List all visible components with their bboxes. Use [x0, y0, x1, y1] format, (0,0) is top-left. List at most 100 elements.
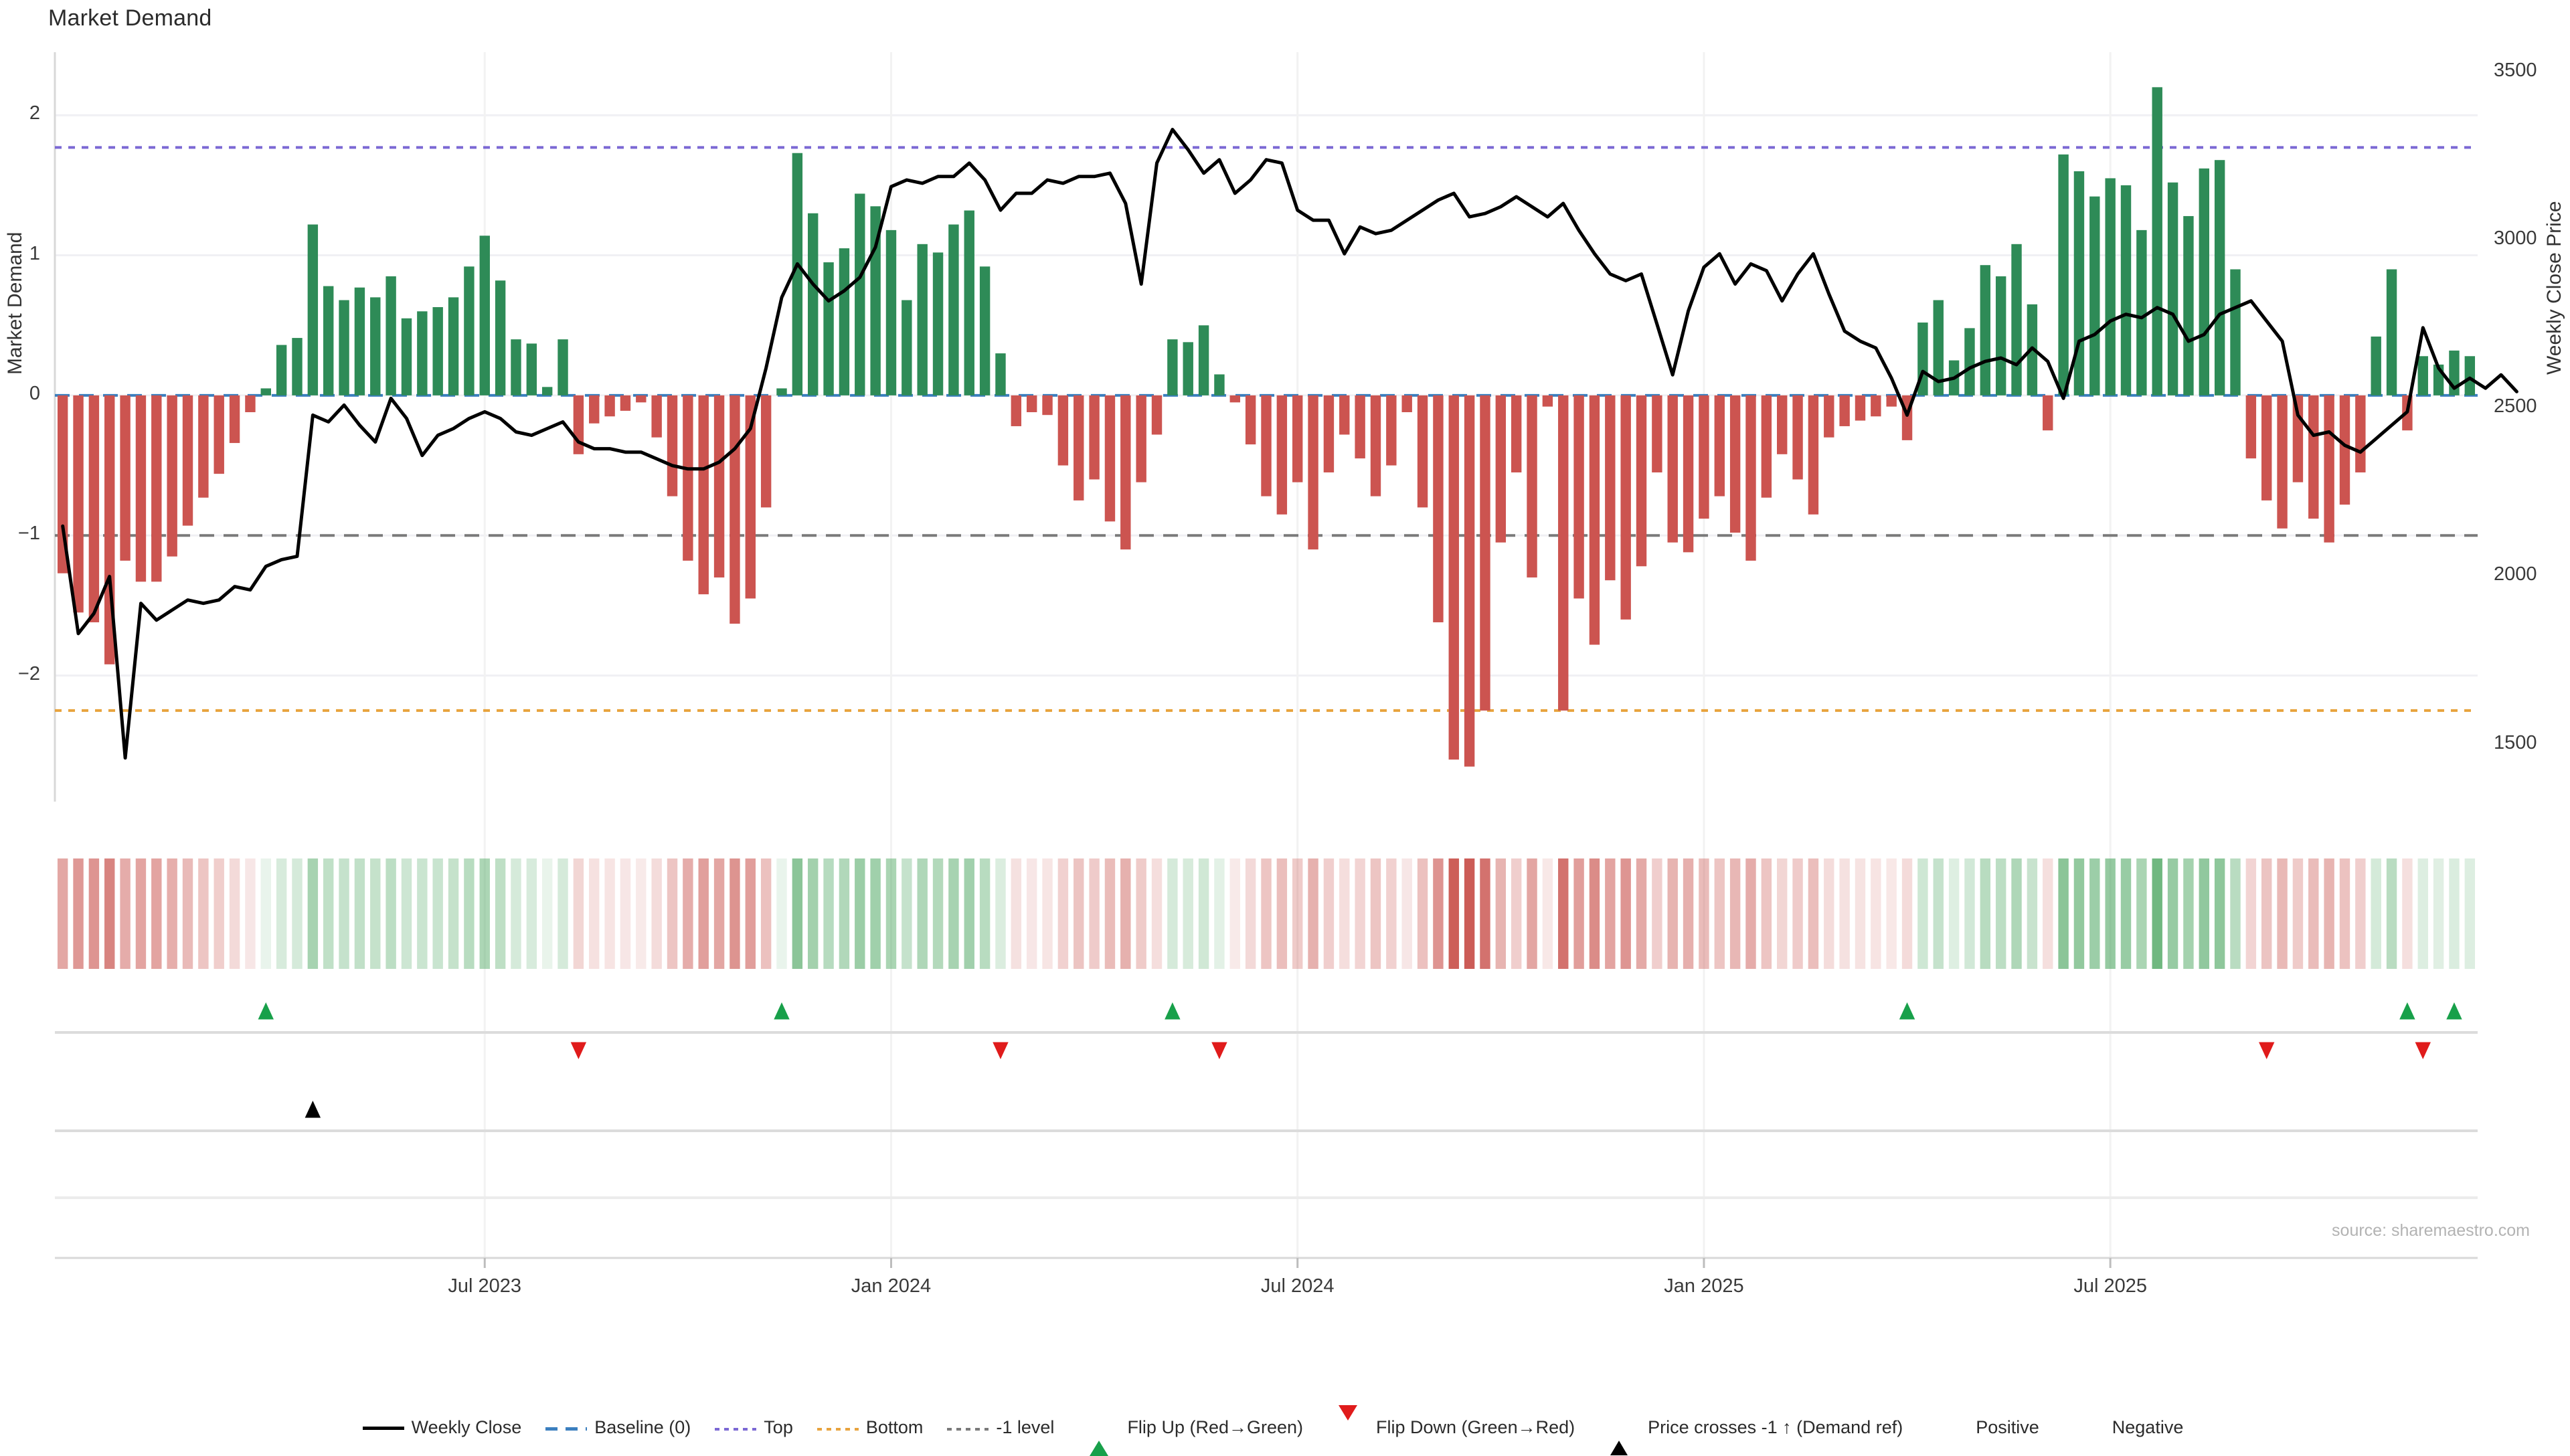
heatmap-cell — [2152, 858, 2162, 969]
legend-item-flip-down[interactable]: Flip Down (Green→Red) — [1327, 1404, 1575, 1441]
heatmap-cell — [2277, 858, 2288, 969]
legend-item-price-crosses[interactable]: Price crosses -1 ↑ (Demand ref) — [1599, 1417, 1903, 1455]
heatmap-cell — [1136, 858, 1146, 969]
demand-bar — [589, 395, 600, 424]
demand-bar — [1386, 395, 1397, 466]
demand-bar — [432, 307, 443, 395]
demand-bar — [245, 395, 256, 413]
demand-bar — [1714, 395, 1725, 496]
legend-item-top[interactable]: Top — [715, 1417, 793, 1438]
heatmap-cell — [73, 858, 84, 969]
y-tick-left: 2 — [29, 102, 40, 124]
demand-bar — [760, 395, 772, 508]
heatmap-cell — [464, 858, 475, 969]
demand-bar — [2089, 196, 2100, 395]
demand-bar — [120, 395, 131, 561]
demand-bar — [917, 244, 928, 395]
heatmap-cell — [2043, 858, 2053, 969]
heatmap-cell — [88, 858, 100, 969]
legend-item-flip-up[interactable]: Flip Up (Red→Green) — [1078, 1417, 1304, 1456]
heatmap-cell — [370, 858, 381, 969]
demand-bar — [995, 353, 1006, 395]
heatmap-cell — [182, 858, 193, 969]
demand-bar — [479, 236, 490, 395]
heatmap-cell — [1511, 858, 1522, 969]
legend-item-negative[interactable]: Negative — [2063, 1417, 2184, 1438]
demand-bar — [2152, 87, 2162, 395]
heatmap-cell — [839, 858, 850, 969]
demand-bar — [1871, 395, 1881, 417]
demand-bar — [839, 248, 850, 395]
heatmap-cell — [198, 858, 209, 969]
demand-bar — [135, 395, 147, 582]
demand-bar — [2105, 178, 2116, 395]
heatmap-cell — [1386, 858, 1397, 969]
heatmap-cell — [1433, 858, 1444, 969]
legend-item-weekly-close[interactable]: Weekly Close — [362, 1417, 521, 1438]
heatmap-cell — [2183, 858, 2194, 969]
dotted-line-icon — [947, 1421, 989, 1435]
heatmap-cell — [260, 858, 271, 969]
heatmap-cell — [104, 858, 115, 969]
heatmap-cell — [1839, 858, 1850, 969]
x-tick-label: Jul 2023 — [448, 1275, 522, 1297]
y-tick-right: 3000 — [2494, 227, 2537, 250]
x-tick-label: Jan 2025 — [1664, 1275, 1744, 1297]
heatmap-cell — [448, 858, 459, 969]
demand-bar — [339, 300, 349, 395]
demand-bar — [88, 395, 100, 623]
legend-item-baseline[interactable]: Baseline (0) — [545, 1417, 691, 1438]
heatmap-cell — [323, 858, 334, 969]
demand-bar — [604, 395, 615, 417]
price-cross-marker — [305, 1101, 321, 1118]
heatmap-cell — [979, 858, 991, 969]
demand-bar — [2058, 154, 2069, 395]
flip-up-marker — [258, 1002, 274, 1020]
flip-up-marker — [2399, 1002, 2415, 1020]
demand-bar — [620, 395, 631, 411]
heatmap-cell — [1933, 858, 1944, 969]
heatmap-cell — [1527, 858, 1537, 969]
demand-bar — [1370, 395, 1381, 496]
demand-bar — [1417, 395, 1428, 508]
legend-item-bottom[interactable]: Bottom — [817, 1417, 923, 1438]
heatmap-cell — [1589, 858, 1600, 969]
demand-bar — [745, 395, 756, 599]
heatmap-cell — [1308, 858, 1318, 969]
y-tick-left: −1 — [17, 523, 40, 545]
heatmap-cell — [1464, 858, 1475, 969]
heatmap-cell — [1871, 858, 1881, 969]
heatmap-cell — [1276, 858, 1288, 969]
demand-bar — [541, 387, 553, 395]
heatmap-cell — [511, 858, 521, 969]
demand-bar — [276, 345, 287, 395]
demand-bar — [1276, 395, 1288, 515]
dotted-line-icon — [817, 1421, 859, 1435]
demand-bar — [1480, 395, 1490, 711]
heatmap-cell — [558, 858, 568, 969]
heatmap-cell — [276, 858, 287, 969]
legend-item-positive[interactable]: Positive — [1927, 1417, 2039, 1438]
demand-bar — [2245, 395, 2257, 459]
heatmap-cell — [651, 858, 662, 969]
demand-bar — [902, 300, 912, 395]
demand-bar — [1495, 395, 1507, 543]
demand-bar — [1229, 395, 1240, 403]
demand-bar — [1433, 395, 1444, 623]
demand-bar — [1151, 395, 1163, 435]
demand-bar — [667, 395, 678, 496]
legend-label: Flip Up (Red→Green) — [1127, 1417, 1304, 1437]
demand-bar — [1198, 325, 1209, 395]
demand-bar — [2324, 395, 2334, 543]
y-tick-right: 2500 — [2494, 395, 2537, 418]
demand-bar — [1620, 395, 1631, 620]
heatmap-cell — [120, 858, 131, 969]
demand-bar — [2339, 395, 2350, 505]
legend-item-minus-one-level[interactable]: -1 level — [947, 1417, 1054, 1438]
demand-bar — [2386, 269, 2397, 395]
demand-bar — [1339, 395, 1350, 435]
heatmap-cell — [1480, 858, 1490, 969]
heatmap-cell — [1980, 858, 1991, 969]
demand-bar — [1292, 395, 1303, 482]
demand-bar — [2073, 171, 2085, 395]
